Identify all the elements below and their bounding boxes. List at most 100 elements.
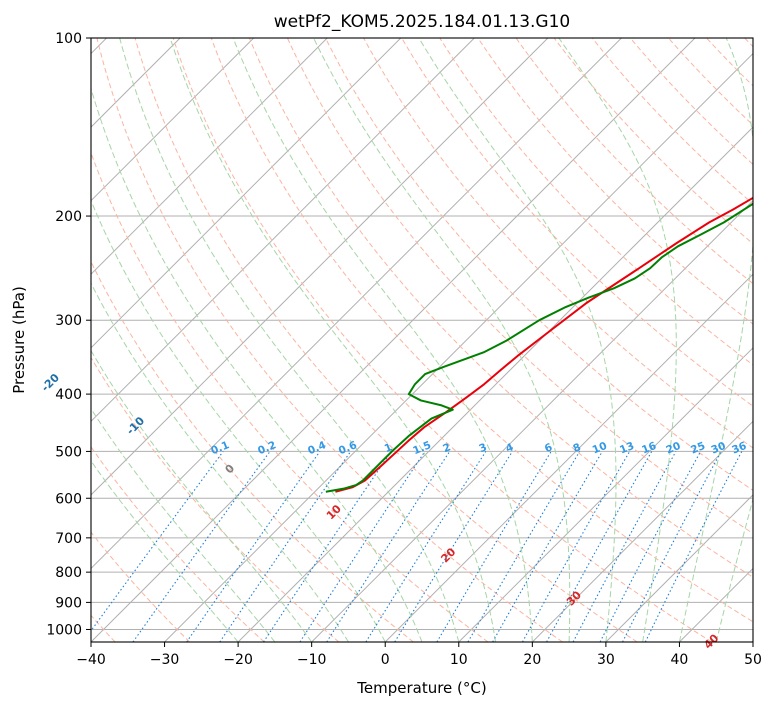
y-tick-label: 600 [55, 491, 82, 507]
moist-adiabat-line [91, 282, 349, 642]
isobar-gridlines [91, 38, 753, 630]
plot-frame [90, 37, 754, 643]
mixing-ratio-line [263, 451, 392, 642]
dry-adiabat-line [91, 531, 191, 642]
chart-title: wetPf2_KOM5.2025.184.01.13.G10 [274, 12, 570, 32]
isotherm-line [164, 52, 753, 642]
mixing-ratio-line [91, 451, 224, 632]
dry-adiabat-line [591, 38, 753, 205]
mixing-ratio-line [326, 451, 451, 642]
x-tick-label: −20 [223, 652, 253, 668]
isotherm-line [458, 347, 753, 642]
isotherm-line [91, 38, 402, 349]
mixing-ratio-line [546, 451, 653, 642]
moist-adiabat-line [91, 199, 386, 642]
dry-adiabat-line [248, 38, 753, 578]
dry-adiabat-line [172, 38, 713, 642]
isotherm-line [237, 126, 753, 642]
moist-adiabat-line [91, 86, 423, 642]
dry-adiabat-line [401, 38, 753, 407]
mixing-ratio-line [186, 451, 321, 642]
mixing-ratio-label: 13 [618, 440, 636, 457]
x-axis-label: Temperature (°C) [356, 679, 486, 697]
y-tick-label: 800 [55, 565, 82, 581]
dry-adiabat-line [515, 38, 753, 285]
mixing-ratio-label: 25 [689, 440, 707, 457]
sounding-series [325, 196, 753, 493]
sounding-series-line [325, 202, 753, 493]
isotherm-gridlines [91, 38, 753, 642]
mixing-ratio-label: 16 [640, 440, 658, 457]
dry-adiabat-line [363, 38, 753, 449]
dry-adiabat-line [286, 38, 753, 535]
isotherm-line [384, 273, 753, 642]
isotherm-line [91, 38, 696, 642]
y-tick-label: 900 [55, 595, 82, 611]
mixing-ratio-line [299, 451, 426, 642]
x-tick-label: 0 [381, 652, 390, 668]
mixing-ratio-label: 6 [543, 441, 554, 455]
isotherm-line [91, 38, 549, 496]
sounding-series-line [335, 196, 753, 493]
mixing-ratio-line [394, 451, 513, 642]
mixing-ratio-line [644, 451, 743, 642]
y-tick-label: 700 [55, 531, 82, 547]
moist-adiabat-line [678, 38, 753, 642]
x-tick-label: −40 [76, 652, 106, 668]
dry-adiabat-line [210, 38, 753, 623]
isotherm-line [91, 38, 328, 275]
mixing-ratio-line [132, 451, 271, 642]
isotherm-line [91, 38, 475, 423]
mixing-ratio-label: 1 [383, 441, 394, 455]
mixing-ratio-label: 2 [441, 441, 452, 455]
mixing-ratio-label: 3 [477, 441, 488, 455]
dry-adiabat-line [477, 38, 753, 325]
mixing-ratio-lines [91, 451, 743, 642]
x-tick-label: −30 [150, 652, 180, 668]
x-tick-label: −10 [297, 652, 327, 668]
y-tick-label: 100 [55, 31, 82, 47]
isotherm-line [605, 494, 753, 642]
dry-adiabats [91, 38, 753, 642]
dry-adiabat-line [134, 38, 638, 642]
isotherm-line [91, 38, 622, 570]
moist-adiabat-line [418, 38, 617, 642]
mixing-ratio-label: 4 [504, 441, 515, 455]
moist-adiabat-line [91, 407, 276, 642]
dry-adiabat-line [439, 38, 753, 366]
dry-adiabat-line [91, 260, 414, 642]
dry-adiabat-line [91, 151, 489, 642]
mixing-ratio-label: 10 [591, 440, 609, 457]
y-tick-label: 1000 [46, 622, 82, 638]
mixing-ratio-line [219, 451, 352, 642]
mixing-ratio-line [521, 451, 631, 642]
mixing-ratio-label: 30 [710, 440, 728, 457]
moist-adiabat-line [91, 349, 313, 642]
dry-adiabat-line [325, 38, 753, 491]
moist-adiabat-line [169, 38, 497, 642]
isotherm-line [531, 420, 753, 642]
axis-ticks: −40 −30 −20 −10 0 10 20 30 40 50 100 200 300 400 500 60… [46, 31, 762, 668]
y-tick-label: 200 [55, 209, 82, 225]
y-axis-label: Pressure (hPa) [10, 286, 28, 394]
moist-adiabat-line [91, 460, 239, 642]
moist-adiabats [91, 38, 753, 642]
x-tick-label: 50 [744, 652, 762, 668]
moist-adiabat-line [313, 38, 571, 642]
mixing-ratio-label: 8 [571, 441, 582, 455]
isotherm-line [91, 38, 255, 202]
x-tick-label: 10 [450, 652, 468, 668]
y-tick-label: 500 [55, 444, 82, 460]
dry-adiabat-line [96, 38, 563, 642]
x-tick-label: 40 [671, 652, 689, 668]
moist-adiabat-line [232, 38, 533, 642]
y-tick-label: 400 [55, 387, 82, 403]
moist-adiabat-line [119, 38, 460, 642]
mixing-ratio-label: 36 [730, 440, 748, 457]
x-tick-label: 20 [523, 652, 541, 668]
y-tick-label: 300 [55, 313, 82, 329]
x-tick-label: 30 [597, 652, 615, 668]
